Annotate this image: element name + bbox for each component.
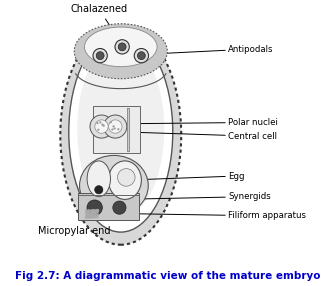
Circle shape (96, 214, 99, 217)
Circle shape (96, 216, 98, 219)
Circle shape (94, 216, 96, 219)
Circle shape (115, 40, 129, 54)
Circle shape (87, 216, 90, 219)
Ellipse shape (77, 41, 164, 217)
Text: Filiform apparatus: Filiform apparatus (95, 211, 306, 221)
Circle shape (103, 124, 105, 127)
Circle shape (90, 214, 92, 216)
Circle shape (85, 216, 88, 219)
Circle shape (95, 120, 108, 133)
Circle shape (91, 209, 95, 212)
Circle shape (114, 127, 116, 130)
Circle shape (90, 115, 113, 138)
Circle shape (99, 121, 102, 124)
Text: Antipodals: Antipodals (140, 45, 273, 55)
Circle shape (87, 212, 90, 214)
Text: Synergids: Synergids (119, 192, 271, 201)
Circle shape (93, 49, 107, 63)
Circle shape (96, 212, 98, 214)
Circle shape (85, 214, 88, 216)
Circle shape (89, 209, 92, 212)
Circle shape (117, 128, 120, 130)
Circle shape (118, 169, 135, 186)
Circle shape (104, 115, 127, 138)
Circle shape (85, 209, 88, 212)
Circle shape (111, 128, 114, 131)
Circle shape (92, 216, 94, 219)
Text: Polar nuclei: Polar nuclei (119, 118, 278, 127)
Circle shape (87, 209, 90, 212)
Circle shape (87, 213, 90, 217)
Circle shape (96, 52, 104, 59)
Ellipse shape (87, 161, 111, 197)
Ellipse shape (69, 32, 173, 232)
Bar (78, 192, 139, 220)
Circle shape (137, 52, 145, 59)
Circle shape (109, 120, 122, 133)
Circle shape (91, 213, 95, 217)
Circle shape (95, 186, 103, 194)
Circle shape (94, 209, 97, 212)
Circle shape (94, 214, 96, 216)
Bar (93, 106, 140, 153)
Circle shape (89, 211, 92, 214)
Ellipse shape (74, 24, 168, 79)
Circle shape (110, 121, 112, 123)
Text: Egg: Egg (125, 172, 245, 180)
Circle shape (87, 200, 103, 215)
Ellipse shape (79, 155, 148, 216)
Circle shape (112, 125, 115, 128)
Text: Fig 2.7: A diagrammatic view of the mature embryo: Fig 2.7: A diagrammatic view of the matu… (15, 271, 320, 281)
Circle shape (89, 216, 92, 219)
Circle shape (102, 124, 104, 126)
Circle shape (113, 201, 126, 214)
Circle shape (85, 212, 88, 214)
Text: Central cell: Central cell (128, 132, 277, 141)
Ellipse shape (109, 161, 141, 199)
Circle shape (93, 211, 97, 214)
Text: Micropylar end: Micropylar end (38, 226, 111, 236)
Text: Chalazened: Chalazened (70, 4, 127, 36)
Circle shape (96, 122, 98, 124)
Ellipse shape (84, 27, 157, 67)
Circle shape (134, 49, 148, 63)
Circle shape (95, 209, 99, 212)
Ellipse shape (60, 25, 181, 245)
Circle shape (97, 129, 99, 131)
Circle shape (118, 43, 126, 51)
Circle shape (91, 211, 95, 215)
